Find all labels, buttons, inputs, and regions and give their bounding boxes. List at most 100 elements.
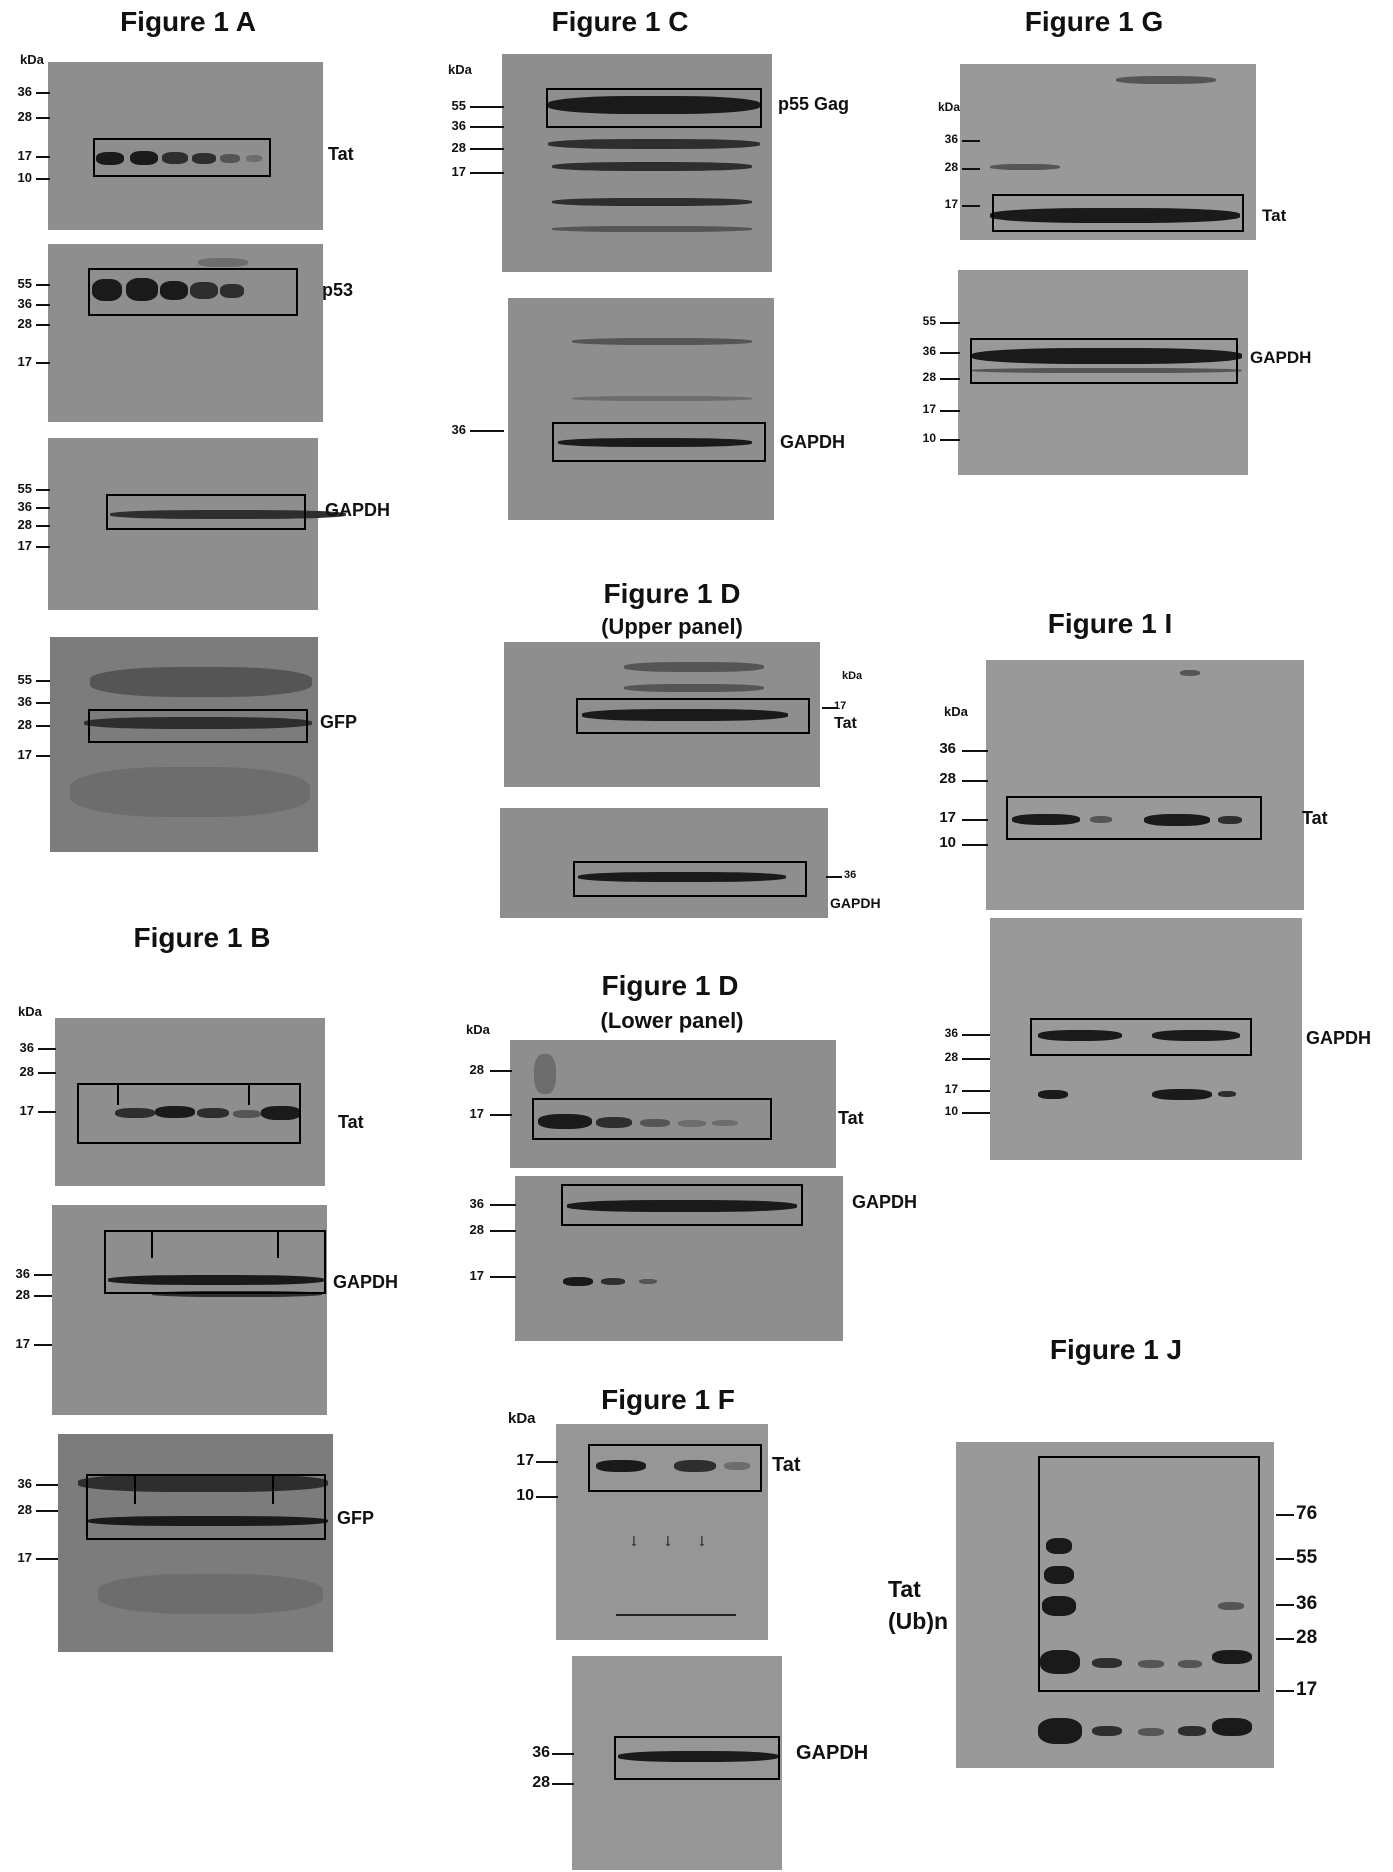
- marker-line: [962, 1034, 990, 1036]
- marker-line: [36, 1558, 58, 1560]
- band: [192, 153, 216, 164]
- marker-line: [36, 507, 50, 509]
- tat-ub-label-line2: (Ub)n: [888, 1608, 949, 1634]
- marker-line: [36, 1484, 58, 1486]
- marker-28: 28: [17, 517, 32, 532]
- marker-line: [36, 178, 50, 180]
- kda-label: kDa: [938, 100, 961, 114]
- marker-55: 55: [17, 481, 32, 496]
- marker-line: [536, 1461, 558, 1463]
- marker-line: [36, 284, 50, 286]
- region-box: [546, 88, 762, 128]
- band: [1040, 1650, 1080, 1674]
- marker-17: 17: [944, 1082, 958, 1096]
- band: [972, 348, 1242, 364]
- band: [572, 338, 752, 345]
- protein-label-gfp: GFP: [320, 712, 358, 732]
- region-box: [93, 138, 271, 177]
- marker-line: [1276, 1558, 1294, 1560]
- band: [160, 281, 188, 300]
- marker-line: [36, 304, 50, 306]
- marker-28: 28: [17, 1502, 32, 1517]
- band: [1116, 76, 1216, 84]
- band: [640, 1119, 670, 1127]
- marker-line: [962, 750, 988, 752]
- marker-line: [38, 1111, 56, 1113]
- marker-line: [36, 362, 50, 364]
- band: [724, 1462, 750, 1470]
- region-box: [86, 1474, 326, 1540]
- band: [198, 258, 248, 267]
- marker-36: 36: [469, 1196, 484, 1211]
- marker-line: [36, 489, 50, 491]
- region-box: [970, 338, 1238, 384]
- band: [70, 767, 310, 817]
- band: [1218, 1091, 1236, 1097]
- band: [96, 152, 124, 165]
- marker-28: 28: [922, 370, 936, 384]
- band: [601, 1278, 625, 1285]
- band: [1212, 1650, 1252, 1664]
- protein-label-p53: p53: [322, 280, 354, 300]
- marker-28: 28: [17, 717, 32, 732]
- region-box: [576, 698, 810, 734]
- marker-line: [36, 702, 50, 704]
- protein-label-p55-gag: p55 Gag: [778, 94, 850, 114]
- blot-1a-gapdh: [48, 438, 346, 610]
- marker-17: 17: [17, 148, 32, 163]
- band: [1038, 1090, 1068, 1099]
- marker-17: 17: [15, 1336, 30, 1351]
- divider-tick: [277, 1232, 279, 1258]
- marker-28: 28: [17, 109, 32, 124]
- band: [1144, 814, 1210, 826]
- marker-line: [962, 205, 980, 207]
- band: [534, 1054, 556, 1094]
- band: [1042, 1596, 1076, 1616]
- marker-28: 28: [532, 1774, 550, 1791]
- figure-1d-upper-subtitle: (Upper panel): [601, 614, 743, 639]
- region-box: [77, 1083, 301, 1144]
- divider-tick: [134, 1476, 136, 1504]
- marker-line: [490, 1070, 512, 1072]
- kda-label: kDa: [18, 1004, 42, 1019]
- blot-1i-gapdh: [990, 918, 1302, 1160]
- blot-1d-lower-tat: [510, 1040, 836, 1168]
- blot-1i-tat: [986, 660, 1304, 910]
- marker-36: 36: [19, 1040, 34, 1055]
- band: [552, 198, 752, 206]
- kda-label: kDa: [466, 1022, 490, 1037]
- figure-1d-upper-title: Figure 1 D: [603, 578, 741, 609]
- band: [567, 1200, 797, 1212]
- marker-10: 10: [944, 1104, 958, 1118]
- blot-1a-tat: [48, 62, 323, 230]
- marker-line: [470, 172, 504, 174]
- protein-label-gapdh: GAPDH: [1250, 348, 1312, 367]
- marker-line: [940, 322, 960, 324]
- figure-1f-title: Figure 1 F: [601, 1384, 735, 1415]
- band: [92, 279, 122, 301]
- marker-17: 17: [1296, 1679, 1318, 1700]
- band: [1012, 814, 1080, 825]
- marker-line: [36, 546, 50, 548]
- region-box: [573, 861, 807, 897]
- marker-line: [962, 168, 980, 170]
- band: [233, 1110, 261, 1118]
- band: [1218, 816, 1242, 824]
- region-box: [88, 709, 308, 743]
- marker-line: [36, 725, 50, 727]
- band: [582, 709, 788, 721]
- marker-36: 36: [532, 1744, 550, 1761]
- blot-1f-gapdh: [572, 1656, 782, 1870]
- marker-line: [1276, 1690, 1294, 1692]
- band: [246, 155, 262, 162]
- kda-label: kDa: [448, 62, 472, 77]
- region-box: [552, 422, 766, 462]
- band: [1180, 670, 1200, 676]
- marker-10: 10: [939, 834, 956, 851]
- marker-17: 17: [17, 1550, 32, 1565]
- band: [678, 1120, 706, 1127]
- kda-label: kDa: [944, 704, 968, 719]
- region-box: [588, 1444, 762, 1492]
- figure-1i-title: Figure 1 I: [1047, 608, 1173, 639]
- marker-line: [34, 1344, 52, 1346]
